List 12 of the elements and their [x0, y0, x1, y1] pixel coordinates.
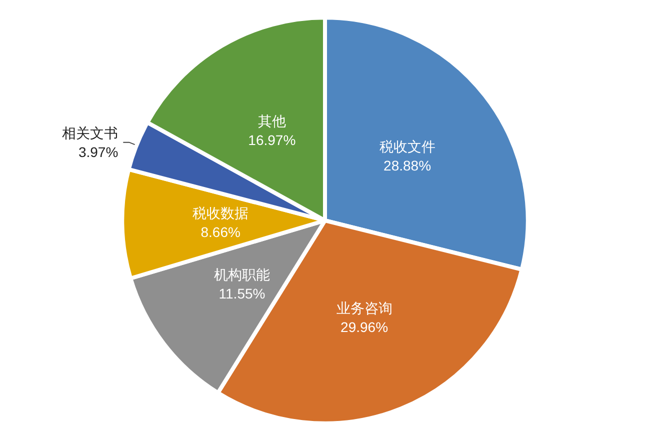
- data-label: 16.97%: [248, 132, 296, 148]
- data-label: 3.97%: [78, 144, 118, 160]
- slice-label: 税收数据: [192, 204, 249, 221]
- data-label: 29.96%: [340, 318, 388, 335]
- slice-label: 机构职能: [214, 266, 270, 282]
- slice-label: 其他: [258, 113, 286, 130]
- slice-label: 税收文件: [379, 138, 436, 155]
- slice-label: 业务咨询: [336, 300, 392, 316]
- data-label: 28.88%: [384, 158, 432, 174]
- slice-label: 相关文书: [62, 124, 118, 141]
- data-label: 11.55%: [218, 285, 266, 302]
- data-label: 8.66%: [200, 224, 240, 240]
